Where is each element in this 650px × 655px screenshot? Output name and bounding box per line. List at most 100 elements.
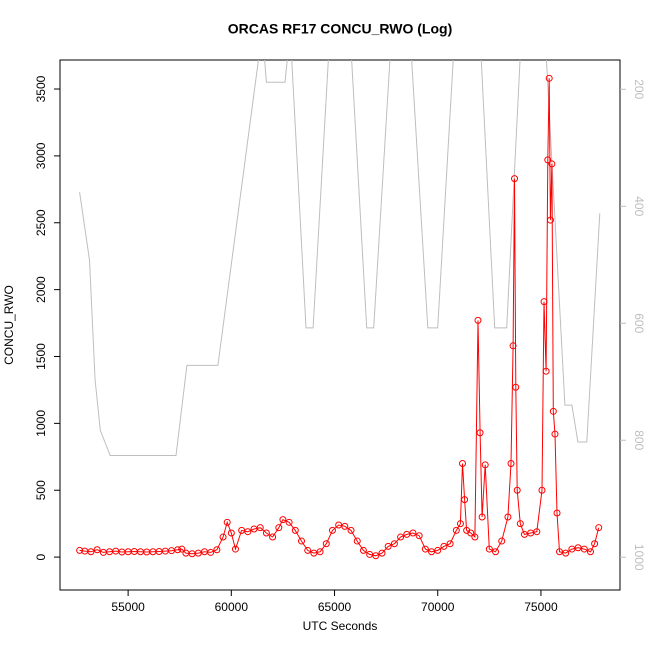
point — [231, 545, 239, 553]
point — [174, 546, 182, 554]
point — [546, 216, 554, 224]
point — [178, 545, 186, 553]
point — [384, 542, 392, 550]
point — [540, 298, 548, 306]
point — [347, 526, 355, 534]
point — [446, 540, 454, 548]
point — [322, 540, 330, 548]
y-tick-label: 0 — [34, 553, 48, 560]
point — [538, 486, 546, 494]
y-tick-label: 2500 — [34, 209, 48, 236]
y2-tick-label: 1000 — [632, 544, 646, 571]
y-tick-label: 1000 — [34, 410, 48, 437]
point — [509, 342, 517, 350]
point — [316, 548, 324, 556]
point — [456, 520, 464, 528]
y-tick-label: 500 — [34, 480, 48, 500]
y2-tick-label: 600 — [632, 313, 646, 333]
x-tick-label: 60000 — [215, 600, 249, 614]
point — [542, 367, 550, 375]
plot-area — [76, 60, 603, 560]
point — [262, 529, 270, 537]
point — [285, 518, 293, 526]
point — [511, 175, 519, 183]
point — [219, 533, 227, 541]
x-tick-label: 65000 — [318, 600, 352, 614]
point — [421, 545, 429, 553]
point — [87, 548, 95, 556]
point — [467, 529, 475, 537]
point — [452, 526, 460, 534]
point — [507, 459, 515, 467]
y-axis-label: CONCU_RWO — [2, 285, 16, 365]
point — [372, 552, 380, 560]
point — [478, 513, 486, 521]
point — [461, 496, 469, 504]
chart-title: ORCAS RF17 CONCU_RWO (Log) — [228, 21, 453, 37]
y2-tick-label: 400 — [632, 196, 646, 216]
point — [492, 548, 500, 556]
point — [485, 545, 493, 553]
point — [512, 383, 520, 391]
point — [504, 513, 512, 521]
series-line — [79, 60, 601, 456]
point — [409, 529, 417, 537]
point — [549, 407, 557, 415]
point — [353, 537, 361, 545]
x-tick-label: 55000 — [111, 600, 145, 614]
point — [513, 486, 521, 494]
point — [580, 545, 588, 553]
plot-frame — [59, 59, 621, 591]
point — [93, 546, 101, 554]
point — [304, 546, 312, 554]
point — [459, 459, 467, 467]
point — [207, 548, 215, 556]
point — [440, 542, 448, 550]
point — [328, 526, 336, 534]
point — [415, 532, 423, 540]
point — [223, 518, 231, 526]
point — [545, 74, 553, 82]
point — [434, 546, 442, 554]
point — [298, 537, 306, 545]
point — [474, 316, 482, 324]
point — [498, 537, 506, 545]
point — [269, 533, 277, 541]
point — [551, 430, 559, 438]
point — [244, 528, 252, 536]
point — [533, 528, 541, 536]
point — [359, 546, 367, 554]
point — [279, 516, 287, 524]
point — [553, 509, 561, 517]
point — [275, 524, 283, 532]
point — [390, 540, 398, 548]
point — [562, 549, 570, 557]
point — [476, 429, 484, 437]
point — [213, 546, 221, 554]
point — [544, 156, 552, 164]
point — [256, 524, 264, 532]
x-axis-label: UTC Seconds — [303, 619, 378, 633]
series-line — [79, 78, 600, 557]
point — [548, 160, 556, 168]
x-tick-label: 75000 — [524, 600, 558, 614]
point — [471, 533, 479, 541]
x-tick-label: 70000 — [421, 600, 455, 614]
point — [76, 546, 84, 554]
point — [378, 549, 386, 557]
point — [481, 461, 489, 469]
point — [586, 548, 594, 556]
y-tick-label: 2000 — [34, 276, 48, 303]
point — [397, 533, 405, 541]
point — [291, 526, 299, 534]
y2-tick-label: 200 — [632, 79, 646, 99]
y-tick-label: 1500 — [34, 343, 48, 370]
point — [516, 520, 524, 528]
y2-tick-label: 800 — [632, 430, 646, 450]
point — [341, 522, 349, 530]
point — [227, 529, 235, 537]
point — [591, 540, 599, 548]
y-tick-label: 3000 — [34, 142, 48, 169]
point — [595, 524, 603, 532]
